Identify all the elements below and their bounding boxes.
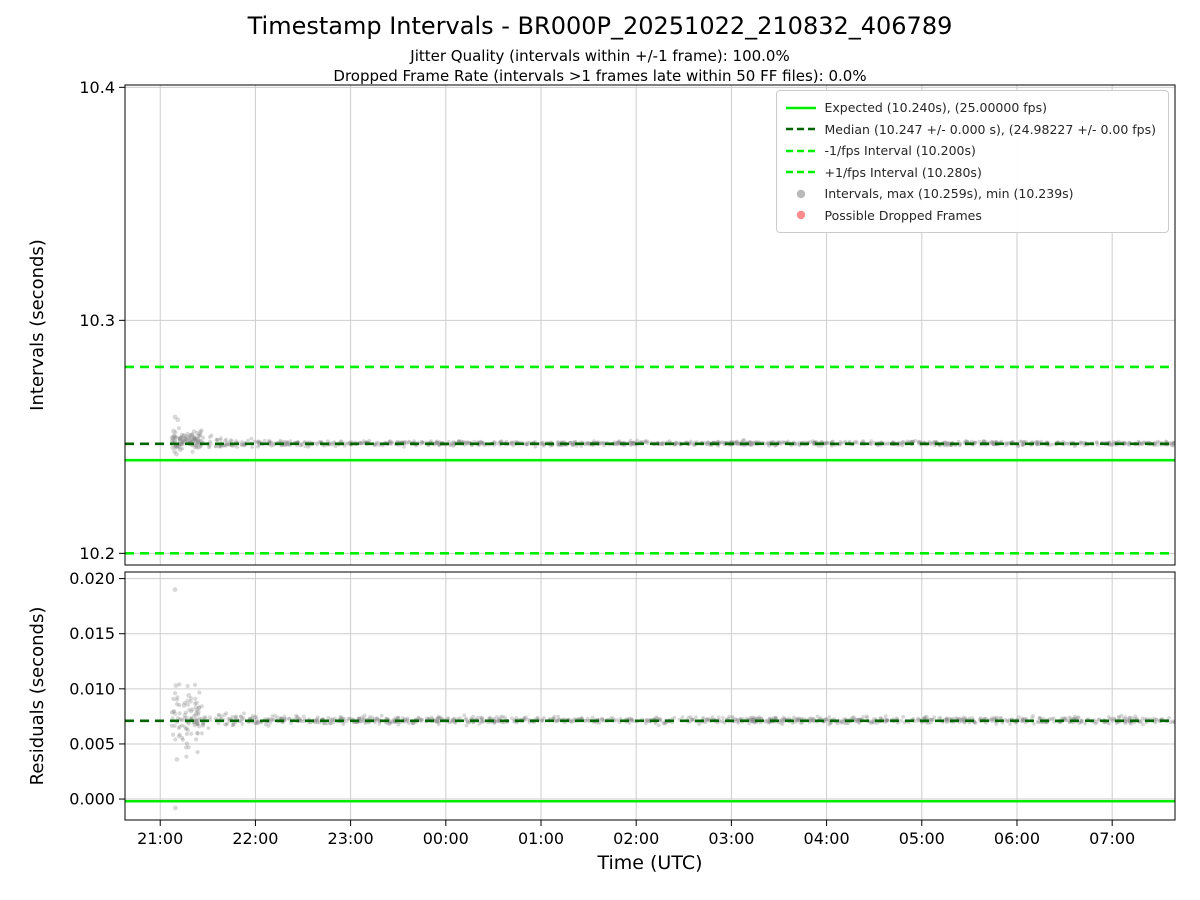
legend-item-intervals: Intervals, max (10.259s), min (10.239s) (785, 183, 1156, 205)
residuals-y-tick-label: 0.005 (69, 734, 115, 753)
legend-label: Intervals, max (10.259s), min (10.239s) (824, 186, 1074, 202)
x-tick-label: 22:00 (232, 829, 278, 848)
x-tick-label: 02:00 (613, 829, 659, 848)
residuals-axes-frame (124, 571, 1176, 821)
x-tick-label: 07:00 (1089, 829, 1135, 848)
legend-item-median: Median (10.247 +/- 0.000 s), (24.98227 +… (785, 119, 1156, 141)
intervals-y-tick-label: 10.2 (79, 544, 115, 563)
x-ticks: 21:00 22:00 23:00 00:00 01:00 02:00 03:00 04:00… (137, 820, 1135, 848)
residuals-scatter-points (169, 587, 1175, 811)
x-tick-label: 01:00 (518, 829, 564, 848)
x-tick-label: 05:00 (899, 829, 945, 848)
intervals-reference-lines (125, 365, 1175, 555)
x-tick-label: 21:00 (137, 829, 183, 848)
residuals-gridlines (125, 572, 1175, 820)
legend-marker-plus-1fps (785, 170, 816, 174)
legend-item-plus-1fps: +1/fps Interval (10.280s) (785, 162, 1156, 184)
x-tick-label: 03:00 (708, 829, 754, 848)
x-tick-label: 00:00 (423, 829, 469, 848)
residuals-y-tick-label: 0.015 (69, 624, 115, 643)
legend-label: Expected (10.240s), (25.00000 fps) (824, 100, 1047, 116)
intervals-scatter-points (169, 414, 1175, 457)
residuals-y-tick-label: 0.020 (69, 569, 115, 588)
residuals-y-tick-label: 0.010 (69, 679, 115, 698)
legend-label: Possible Dropped Frames (824, 207, 982, 223)
legend-label: +1/fps Interval (10.280s) (824, 164, 982, 180)
legend-label: Median (10.247 +/- 0.000 s), (24.98227 +… (824, 121, 1156, 137)
residuals-y-tick-label: 0.000 (69, 790, 115, 809)
intervals-axes-frame (124, 84, 1176, 566)
chart-title: Timestamp Intervals - BR000P_20251022_21… (247, 12, 953, 40)
legend-marker-median (785, 127, 816, 131)
subtitle-jitter-quality: Jitter Quality (intervals within +/-1 fr… (410, 47, 790, 65)
legend-marker-expected (785, 106, 816, 110)
subtitle-dropped-frame-rate: Dropped Frame Rate (intervals >1 frames … (333, 67, 867, 85)
intervals-y-tick-label: 10.4 (79, 78, 115, 97)
x-axis-label: Time (UTC) (597, 852, 703, 874)
x-tick-label: 04:00 (804, 829, 850, 848)
intervals-y-tick-label: 10.3 (79, 311, 115, 330)
intervals-y-ticks: 10.2 10.3 10.4 (79, 78, 125, 563)
legend-item-minus-1fps: -1/fps Interval (10.200s) (785, 140, 1156, 162)
intervals-gridlines (125, 85, 1175, 565)
x-tick-label: 06:00 (994, 829, 1040, 848)
legend-label: -1/fps Interval (10.200s) (824, 143, 976, 159)
legend-marker-intervals (796, 189, 805, 198)
legend-item-expected: Expected (10.240s), (25.00000 fps) (785, 97, 1156, 119)
legend-marker-dropped-frames (796, 211, 805, 220)
legend-marker-minus-1fps (785, 149, 816, 153)
legend-item-dropped-frames: Possible Dropped Frames (785, 205, 1156, 227)
legend: Expected (10.240s), (25.00000 fps) Median… (775, 90, 1169, 233)
x-tick-label: 23:00 (328, 829, 374, 848)
residuals-y-ticks: 0.000 0.005 0.010 0.015 0.020 (69, 569, 125, 809)
